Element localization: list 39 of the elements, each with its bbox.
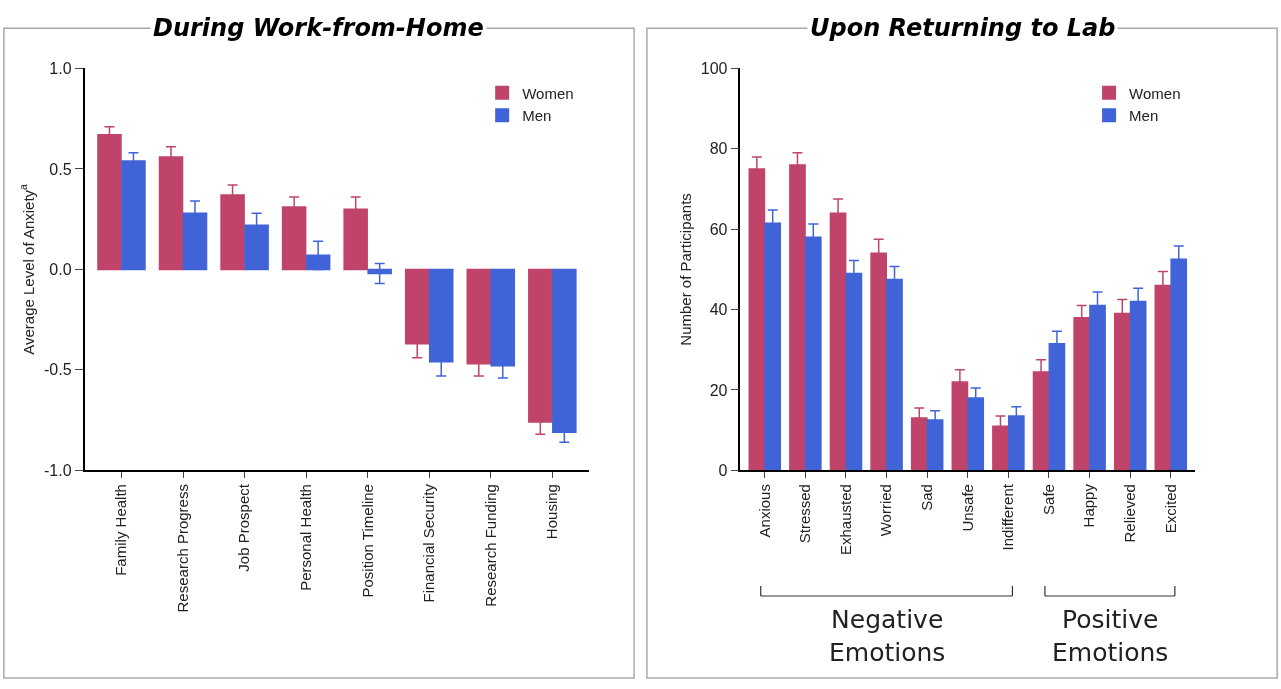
y-tick-label: 0 — [718, 461, 728, 479]
x-tick-label: Personal Health — [297, 484, 314, 591]
x-tick-label: Research Funding — [481, 484, 499, 607]
x-tick-label: Safe — [1039, 484, 1057, 515]
legend-label: Men — [1129, 107, 1159, 125]
text: Negative Emotions — [829, 605, 946, 667]
x-tick-label: Financial Security — [420, 483, 438, 603]
x-tick-label: Unsafe — [958, 484, 976, 532]
y-tick-label: 60 — [709, 220, 728, 238]
x-tick-label: Job Prospect — [235, 483, 253, 572]
x-tick-label: Sad — [918, 484, 936, 511]
y-axis-title: Number of Participants — [676, 193, 694, 346]
y-tick-label: -1.0 — [44, 461, 72, 479]
y-tick-label: 80 — [709, 140, 728, 158]
y-tick-label: 1.0 — [49, 60, 72, 78]
chart-title: During Work-from-Home — [153, 14, 484, 42]
y-tick-label: 0.5 — [49, 160, 72, 178]
y-tick-label: 0.0 — [49, 261, 72, 279]
legend-label: Women — [522, 84, 574, 102]
x-tick-label: Excited — [1161, 484, 1179, 534]
x-tick-label: Position Timeline — [358, 484, 376, 598]
x-tick-label: Family Health — [112, 484, 130, 576]
legend-label: Women — [1129, 84, 1181, 102]
x-tick-label: Anxious — [755, 484, 773, 538]
x-tick-label: Exhausted — [836, 484, 854, 555]
x-tick-label: Happy — [1080, 483, 1098, 528]
y-tick-label: 100 — [700, 60, 728, 78]
x-tick-label: Indifferent — [999, 483, 1017, 551]
x-tick-label: Housing — [543, 484, 561, 540]
x-tick-label: Stressed — [796, 484, 814, 544]
chart-title: Upon Returning to Lab — [810, 14, 1116, 42]
legend-label: Men — [522, 107, 552, 125]
x-tick-label: Research Progress — [173, 484, 191, 613]
y-tick-label: 20 — [709, 381, 728, 399]
y-tick-label: -0.5 — [44, 361, 72, 379]
text: Positive Emotions — [1052, 605, 1169, 667]
x-tick-label: Relieved — [1121, 484, 1139, 543]
x-tick-label: Worried — [877, 484, 895, 537]
y-tick-label: 40 — [709, 301, 728, 319]
